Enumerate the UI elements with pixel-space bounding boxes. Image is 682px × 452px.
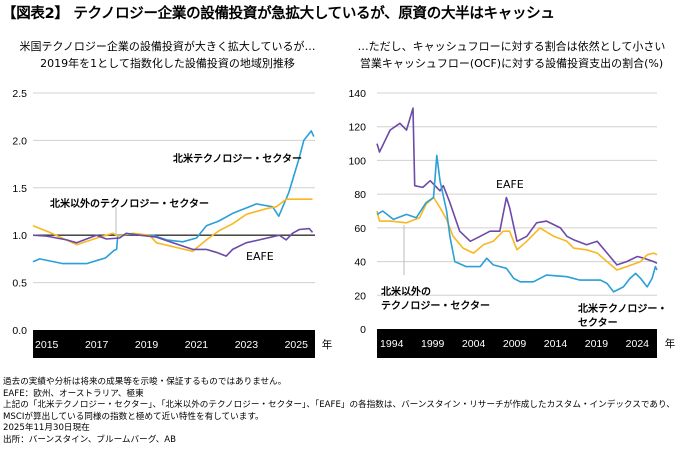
note-eafe: EAFE：欧州、オーストラリア、極東 (3, 388, 144, 399)
right-y-tick-label: 60 (354, 223, 366, 235)
right-y-tick-label: 100 (348, 155, 366, 167)
right-chart-title: …ただし、キャッシュフローに対する割合は依然として小さい (357, 40, 666, 53)
right-label-ex-na-tech-1: 北米以外の (381, 287, 431, 298)
right-x-tick-label: 1994 (380, 338, 404, 350)
left-x-tick-label: 2025 (285, 339, 309, 351)
right-chart-subtitle: 営業キャッシュフロー(OCF)に対する設備投資支出の割合(%) (359, 57, 664, 70)
right-label-na-tech-1: 北米テクノロジー・ (578, 304, 668, 315)
right-label-na-tech-2: セクター (578, 318, 618, 329)
note-source: 出所：バーンスタイン、ブルームバーグ、AB (3, 434, 177, 445)
right-x-axis-bar (377, 329, 657, 358)
left-x-tick-label: 2021 (185, 339, 209, 351)
left-label-eafe: EAFE (246, 250, 274, 263)
left-x-axis-unit: 年 (322, 338, 333, 351)
left-y-tick-label: 2.5 (12, 88, 27, 100)
footnotes: 過去の実績や分析は将来の成果等を示唆・保証するものではありません。 EAFE：欧… (3, 377, 675, 447)
left-y-tick-label: 0.0 (12, 325, 27, 337)
left-y-tick-label: 2.0 (12, 135, 27, 147)
right-x-tick-label: 2009 (503, 338, 527, 350)
right-y-tick-label: 140 (348, 88, 366, 100)
left-series-na-tech (32, 130, 315, 265)
right-y-tick-label: 40 (354, 257, 366, 269)
right-x-tick-label: 2014 (544, 338, 568, 350)
left-x-axis-bar (33, 330, 315, 358)
note-index-1: 上記の「北米テクノロジー・セクター」、「北米以外のテクノロジー・セクター」、「E… (3, 400, 675, 411)
right-y-tick-label: 20 (354, 290, 366, 302)
figure-title: 【図表2】 テクノロジー企業の設備投資が急拡大しているが、原資の大半はキャッシュ (2, 6, 555, 22)
right-x-tick-label: 2024 (626, 338, 650, 350)
left-x-tick-label: 2017 (85, 339, 109, 351)
left-label-ex-na-tech: 北米以外のテクノロジー・セクター (50, 199, 209, 210)
left-y-tick-label: 1.5 (12, 183, 27, 195)
left-y-tick-label: 1.0 (12, 230, 27, 242)
left-x-tick-label: 2019 (135, 339, 159, 351)
right-y-tick-label: 80 (354, 189, 366, 201)
right-y-tick-label: 0 (360, 324, 366, 336)
right-series-ex-na-tech (376, 196, 658, 271)
right-x-tick-label: 2019 (585, 338, 609, 350)
left-x-tick-label: 2015 (35, 339, 59, 351)
right-x-axis-unit: 年 (665, 337, 676, 350)
left-label-na-tech: 北米テクノロジー・セクター (173, 154, 302, 165)
left-chart-subtitle: 2019年を1として指数化した設備投資の地域別推移 (40, 57, 295, 70)
right-x-tick-label: 1999 (421, 338, 445, 350)
right-label-eafe: EAFE (496, 178, 524, 191)
left-x-tick-label: 2023 (235, 339, 259, 351)
right-label-ex-na-tech-2: テクノロジー・セクター (381, 301, 490, 312)
note-index-2: MSCIが算出している同様の指数と極めて近い特性を有しています。 (3, 411, 264, 422)
right-y-tick-label: 120 (348, 122, 366, 134)
charts-canvas: 0.0 0.5 1.0 1.5 2.0 2.5 2015 2017 2019 2021 2023 20… (12, 88, 676, 358)
note-date: 2025年11月30日現在 (3, 423, 90, 434)
note-disclaimer: 過去の実績や分析は将来の成果等を示唆・保証するものではありません。 (3, 377, 287, 387)
left-y-tick-label: 0.5 (12, 278, 27, 290)
left-chart-title: 米国テクノロジー企業の設備投資が大きく拡大しているが… (19, 40, 316, 53)
right-x-tick-label: 2004 (462, 338, 486, 350)
right-series-na-tech (376, 154, 658, 293)
left-series-eafe (32, 227, 314, 257)
right-series-eafe (376, 107, 658, 266)
